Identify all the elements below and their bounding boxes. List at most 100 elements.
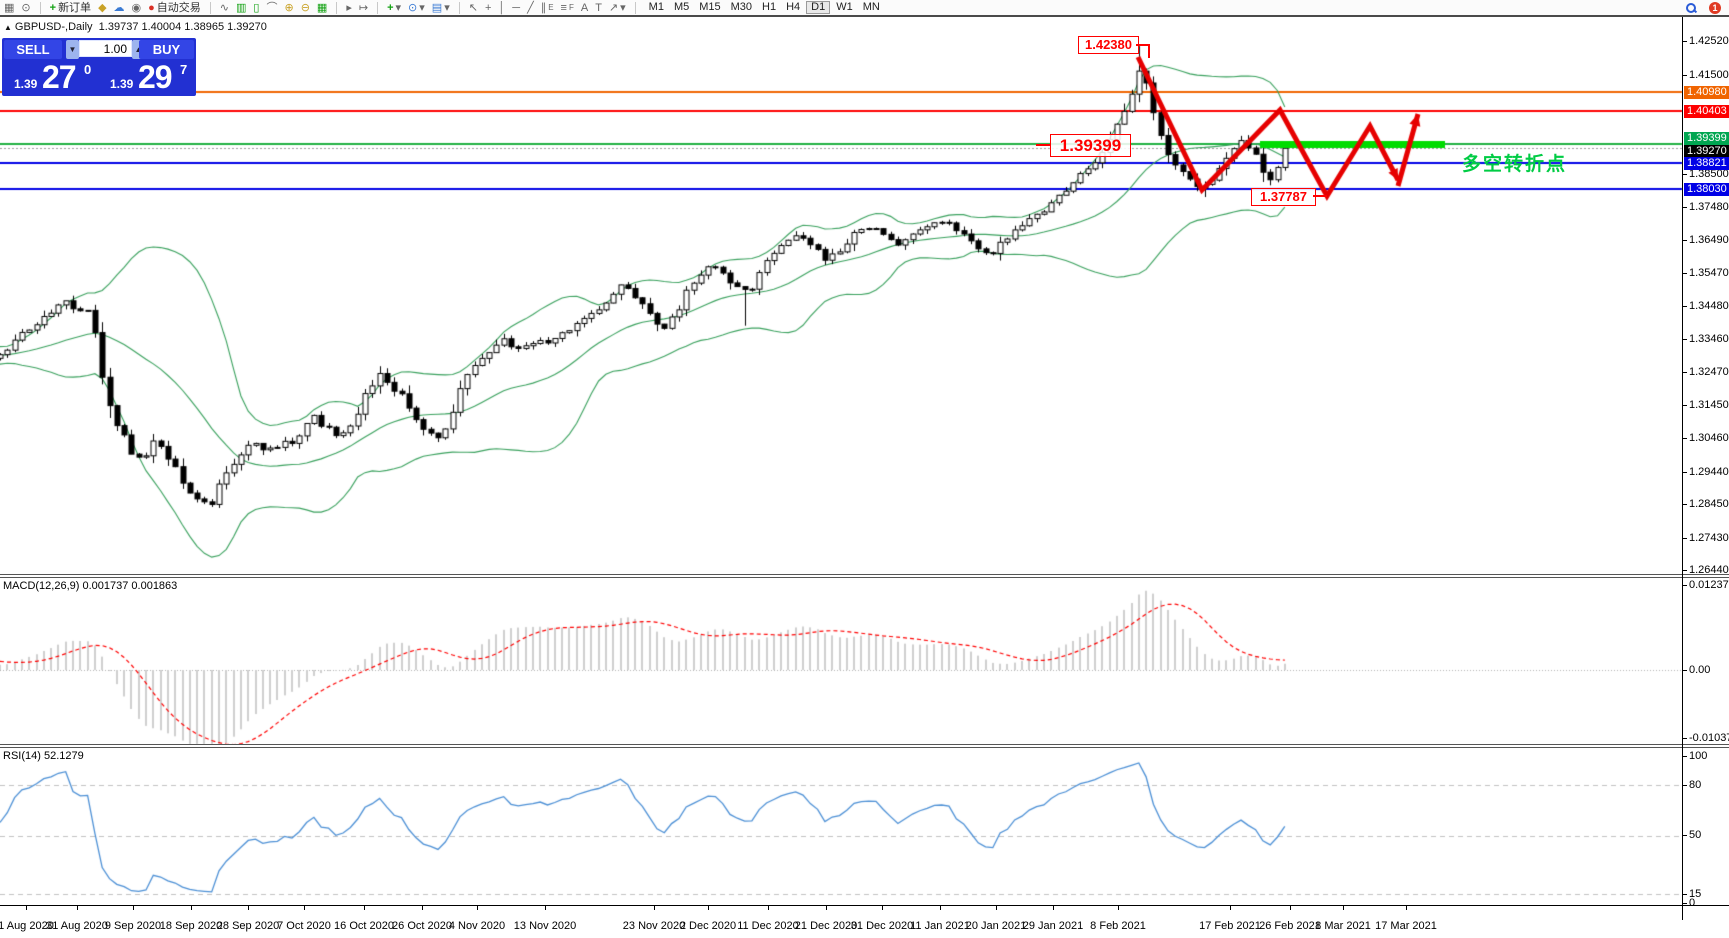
time-tick-label: 18 Sep 2020 [159,920,223,932]
sell-price-prefix: 1.39 [14,77,38,91]
price-tick-mark [1683,504,1687,505]
time-tick-label: 31 Dec 2020 [850,920,914,932]
sell-price-display[interactable]: 1.39 27 0 [8,59,96,95]
time-tick-label: 2 Dec 2020 [679,920,737,932]
ohlc-quotes: 1.39737 1.40004 1.38965 1.39270 [98,21,267,33]
panel-separator[interactable] [0,574,1729,575]
price-tick-label: 1.37480 [1689,201,1729,213]
panel-separator[interactable] [0,577,1729,578]
price-tick-mark [1683,240,1687,241]
time-tick-label: 31 Aug 2020 [46,920,108,932]
price-tick-mark [1683,75,1687,76]
time-tick-label: 26 Feb 2021 [1259,920,1321,932]
price-tick-mark [1683,41,1687,42]
swing-high-leader [1136,44,1150,46]
time-tick-mark [996,906,997,910]
buy-price-prefix: 1.39 [110,77,134,91]
buy-button[interactable]: BUY [139,40,194,59]
price-badge: 1.38821 [1684,157,1729,170]
rsi-label: RSI(14) 52.1279 [3,750,84,762]
price-badge: 1.38030 [1684,183,1729,196]
macd-label: MACD(12,26,9) 0.001737 0.001863 [3,580,178,592]
price-tick-mark [1683,405,1687,406]
pivot-price-label[interactable]: 1.39399 [1050,134,1131,157]
time-tick-label: 7 Oct 2020 [277,920,331,932]
sell-price-big: 27 [42,59,77,95]
time-tick-mark [882,906,883,910]
macd-tick-mark [1683,670,1687,671]
symbol-period-label: GBPUSD-,Daily [14,21,93,33]
time-tick-mark [545,906,546,910]
price-tick-label: 1.33460 [1689,333,1729,345]
time-tick-mark [768,906,769,910]
rsi-tick-mark [1683,756,1687,757]
time-tick-label: 9 Sep 2020 [104,920,162,932]
price-tick-mark [1683,273,1687,274]
time-tick-label: 11 Dec 2020 [737,920,799,932]
price-badge: 1.40403 [1684,105,1729,118]
time-tick-mark [1343,906,1344,910]
time-tick-mark [248,906,249,910]
time-tick-mark [364,906,365,910]
time-tick-label: 1 Aug 2020 [0,920,54,932]
chart-title: ▲ GBPUSD-,Daily 1.39737 1.40004 1.38965 1… [4,21,267,33]
panel-separator[interactable] [0,747,1729,748]
buy-price-display[interactable]: 1.39 29 7 [106,59,194,95]
time-tick-mark [1290,906,1291,910]
time-tick-mark [654,906,655,910]
time-tick-label: 4 Nov 2020 [448,920,506,932]
time-tick-label: 17 Mar 2021 [1375,920,1437,932]
swing-low-label[interactable]: 1.37787 [1251,188,1316,206]
price-tick-mark [1683,438,1687,439]
rsi-scale-label: 80 [1689,779,1702,791]
time-tick-mark [26,906,27,910]
price-badge: 1.40980 [1684,86,1729,99]
price-tick-label: 1.38500 [1689,168,1729,180]
sell-button[interactable]: SELL [4,40,62,59]
time-tick-label: 16 Oct 2020 [334,920,394,932]
time-tick-label: 26 Oct 2020 [392,920,452,932]
macd-tick-mark [1683,585,1687,586]
time-axis[interactable]: 1 Aug 2020 31 Aug 2020 9 Sep 2020 18 Sep 20… [0,906,1729,938]
volume-decrease-button[interactable]: ▼ [66,40,79,59]
price-axis-border [1682,17,1683,920]
one-click-trading-panel: SELL ▼ 1.00 ▲ BUY 1.39 27 0 1.39 29 7 [2,38,196,96]
rsi-tick-mark [1683,785,1687,786]
time-tick-label: 23 Nov 2020 [622,920,686,932]
time-tick-mark [77,906,78,910]
pivot-note-text[interactable]: 多空转折点 [1462,154,1568,175]
buy-price-big: 29 [138,59,173,95]
time-tick-mark [191,906,192,910]
time-tick-label: 20 Jan 2021 [965,920,1027,932]
volume-input[interactable]: 1.00 [79,40,132,57]
price-tick-mark [1683,570,1687,571]
price-axis[interactable]: 1.42520 1.41500 1.38500 1.37480 1.36490 1.354… [1683,17,1729,909]
price-tick-mark [1683,174,1687,175]
time-tick-mark [304,906,305,910]
swing-high-label[interactable]: 1.42380 [1078,36,1139,54]
buy-price-pip: 7 [180,62,188,77]
time-tick-label: 21 Dec 2020 [794,920,858,932]
rsi-scale-label: 15 [1689,888,1702,900]
price-tick-mark [1683,538,1687,539]
time-tick-label: 11 Jan 2021 [910,920,970,932]
macd-scale-label: -0.010374 [1689,732,1729,744]
macd-tick-mark [1683,738,1687,739]
price-tick-label: 1.30460 [1689,432,1729,444]
rsi-scale-label: 50 [1689,829,1702,841]
time-tick-mark [826,906,827,910]
time-tick-label: 13 Nov 2020 [513,920,577,932]
price-tick-mark [1683,207,1687,208]
time-tick-mark [422,906,423,910]
price-tick-mark [1683,339,1687,340]
price-tick-mark [1683,306,1687,307]
price-tick-label: 1.29440 [1689,466,1729,478]
rsi-tick-mark [1683,894,1687,895]
time-tick-label: 17 Feb 2021 [1199,920,1261,932]
rsi-scale-label: 0 [1689,897,1696,909]
time-tick-mark [708,906,709,910]
sell-price-pip: 0 [84,62,92,77]
price-tick-label: 1.27430 [1689,532,1729,544]
panel-separator[interactable] [0,744,1729,745]
